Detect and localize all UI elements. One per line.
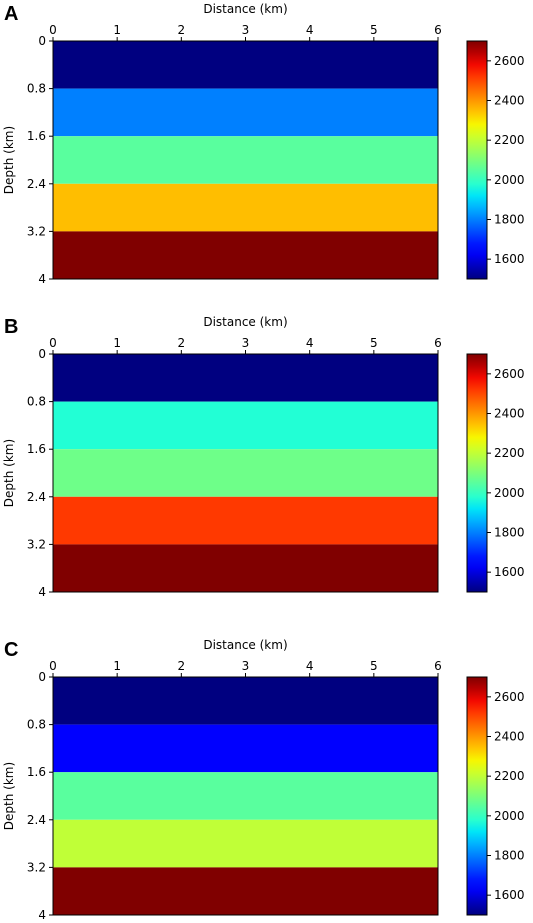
x-tick-label: 5 — [370, 336, 378, 350]
panel-a: A 0 1 2 3 4 5 6 Distance (km) 0 0.8 1.6 2.4 3.2 4 Depth… — [2, 2, 525, 286]
panel-c: C 0 1 2 3 4 5 6 Distance (km) 0 0.8 1.6 2.4 3.2 4 Depth… — [2, 638, 525, 922]
velocity-layer — [53, 867, 438, 915]
colorbar-tick-label: 2000 — [494, 486, 525, 500]
x-tick-label: 2 — [178, 336, 186, 350]
y-tick-label: 0 — [38, 670, 46, 684]
velocity-layer — [53, 183, 438, 232]
colorbar-tick-label: 2400 — [494, 730, 525, 744]
colorbar — [466, 676, 488, 916]
colorbar-tick-label: 2400 — [494, 407, 525, 421]
x-tick-label: 0 — [49, 659, 57, 673]
y-tick-label: 1.6 — [27, 129, 46, 143]
y-tick-label: 3.2 — [27, 860, 46, 874]
y-tick-label: 3.2 — [27, 537, 46, 551]
velocity-layer — [53, 544, 438, 592]
y-tick-label: 2.4 — [27, 490, 46, 504]
velocity-layer — [53, 772, 438, 820]
velocity-layer — [53, 231, 438, 279]
x-tick-label: 2 — [178, 659, 186, 673]
colorbar-tick-label: 2200 — [494, 446, 525, 460]
colorbar-tick-label: 1600 — [494, 252, 525, 266]
y-tick-label: 4 — [38, 272, 46, 286]
colorbar-tick-label: 2200 — [494, 133, 525, 147]
velocity-layer — [53, 449, 438, 497]
velocity-layer — [53, 401, 438, 450]
velocity-layer — [53, 88, 438, 137]
x-tick-label: 1 — [113, 336, 121, 350]
y-tick-label: 2.4 — [27, 177, 46, 191]
panel-b: B 0 1 2 3 4 5 6 Distance (km) 0 0.8 1.6 2.4 3.2 4 Depth… — [2, 315, 525, 599]
x-tick-label: 2 — [178, 23, 186, 37]
y-tick-label: 1.6 — [27, 442, 46, 456]
y-tick-label: 1.6 — [27, 765, 46, 779]
colorbar-tick-label: 2400 — [494, 94, 525, 108]
velocity-layer — [53, 354, 438, 402]
y-tick-label: 4 — [38, 908, 46, 922]
y-tick-label: 0.8 — [27, 82, 46, 96]
panel-letter: B — [4, 316, 18, 338]
colorbar-tick-label: 1800 — [494, 849, 525, 863]
velocity-layer — [53, 136, 438, 184]
y-tick-label: 3.2 — [27, 224, 46, 238]
y-tick-label: 0.8 — [27, 718, 46, 732]
x-tick-label: 4 — [306, 23, 314, 37]
y-axis-label: Depth (km) — [2, 126, 16, 194]
y-axis-label: Depth (km) — [2, 762, 16, 830]
colorbar-tick-label: 2600 — [494, 367, 525, 381]
x-tick-label: 4 — [306, 336, 314, 350]
y-axis-label: Depth (km) — [2, 439, 16, 507]
velocity-layer — [53, 724, 438, 773]
x-axis-label: Distance (km) — [203, 2, 287, 16]
colorbar-tick-label: 1600 — [494, 888, 525, 902]
x-tick-label: 0 — [49, 23, 57, 37]
colorbar-tick-label: 2000 — [494, 809, 525, 823]
x-axis-label: Distance (km) — [203, 315, 287, 329]
x-axis-label: Distance (km) — [203, 638, 287, 652]
x-tick-label: 3 — [242, 23, 250, 37]
colorbar-tick-label: 2200 — [494, 769, 525, 783]
x-tick-label: 5 — [370, 23, 378, 37]
colorbar-tick-label: 2600 — [494, 54, 525, 68]
colorbar-tick-label: 2600 — [494, 690, 525, 704]
y-tick-label: 0 — [38, 347, 46, 361]
velocity-layer — [53, 496, 438, 545]
velocity-layer — [53, 819, 438, 868]
colorbar — [466, 353, 488, 593]
x-tick-label: 1 — [113, 23, 121, 37]
x-tick-label: 1 — [113, 659, 121, 673]
colorbar-tick-label: 1800 — [494, 526, 525, 540]
y-tick-label: 4 — [38, 585, 46, 599]
y-tick-label: 0.8 — [27, 395, 46, 409]
x-tick-label: 6 — [434, 23, 442, 37]
y-tick-label: 2.4 — [27, 813, 46, 827]
x-tick-label: 6 — [434, 659, 442, 673]
panel-letter: A — [4, 3, 18, 25]
x-tick-label: 0 — [49, 336, 57, 350]
velocity-layer — [53, 41, 438, 89]
colorbar-tick-label: 1800 — [494, 213, 525, 227]
panel-letter: C — [4, 639, 18, 661]
colorbar-tick-label: 2000 — [494, 173, 525, 187]
colorbar-tick-label: 1600 — [494, 565, 525, 579]
y-tick-label: 0 — [38, 34, 46, 48]
colorbar — [466, 40, 488, 280]
velocity-layer — [53, 677, 438, 725]
x-tick-label: 4 — [306, 659, 314, 673]
x-tick-label: 6 — [434, 336, 442, 350]
x-tick-label: 3 — [242, 659, 250, 673]
x-tick-label: 3 — [242, 336, 250, 350]
x-tick-label: 5 — [370, 659, 378, 673]
